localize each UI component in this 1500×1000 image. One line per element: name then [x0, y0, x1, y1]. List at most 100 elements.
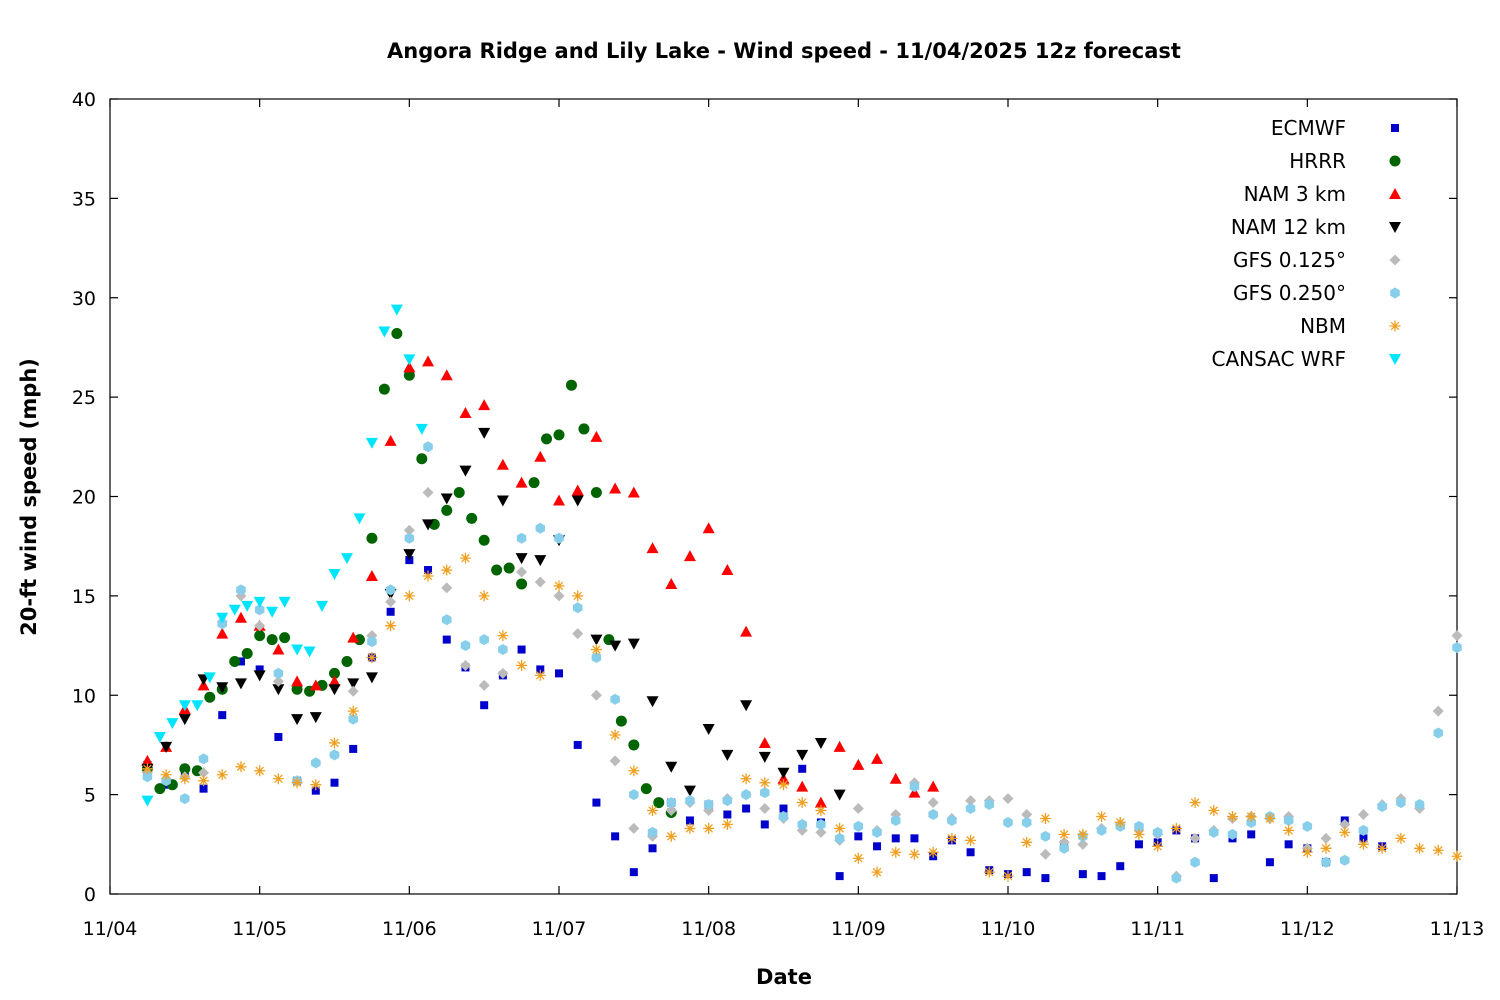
data-point	[328, 675, 341, 687]
data-point	[1339, 826, 1351, 838]
data-point	[198, 775, 210, 787]
data-point	[721, 564, 734, 576]
data-point	[340, 553, 353, 565]
data-point	[353, 513, 366, 525]
data-point	[218, 711, 227, 720]
series-group	[141, 328, 677, 819]
data-point	[1302, 820, 1313, 832]
data-point	[1189, 832, 1201, 844]
data-point	[459, 465, 472, 477]
data-point	[459, 659, 471, 671]
legend-marker	[1389, 354, 1401, 365]
data-point	[365, 570, 378, 581]
data-point	[1414, 842, 1426, 854]
data-point	[1451, 630, 1463, 642]
data-point	[759, 803, 771, 815]
data-point	[255, 665, 264, 674]
data-point	[391, 328, 403, 340]
data-point	[478, 427, 491, 439]
data-point	[142, 771, 153, 783]
x-tick-label: 11/05	[232, 918, 287, 940]
data-point	[1320, 832, 1332, 844]
data-point	[278, 596, 291, 608]
legend-marker	[1389, 222, 1401, 233]
y-tick-label: 40	[72, 89, 96, 111]
legend-label: NAM 12 km	[1231, 215, 1346, 239]
data-point	[590, 689, 602, 701]
data-point	[1321, 856, 1331, 868]
data-point	[347, 685, 359, 697]
data-point	[815, 805, 827, 817]
data-point	[703, 799, 714, 811]
data-point	[311, 786, 320, 795]
data-point	[349, 744, 358, 753]
data-point	[1339, 854, 1350, 866]
data-point	[404, 532, 415, 544]
data-point	[1059, 842, 1069, 854]
data-point	[966, 848, 975, 857]
data-point	[555, 669, 563, 678]
data-point	[254, 765, 266, 777]
data-point	[536, 665, 545, 674]
x-tick-label: 11/11	[1130, 918, 1185, 940]
data-point	[684, 822, 696, 834]
data-point	[390, 304, 403, 316]
data-point	[1339, 818, 1351, 830]
data-point	[740, 625, 753, 637]
data-point	[553, 429, 565, 441]
data-point	[628, 822, 640, 834]
data-point	[403, 549, 416, 561]
data-point	[778, 810, 789, 822]
data-point	[516, 532, 527, 544]
data-point	[291, 777, 303, 789]
data-point	[386, 607, 395, 616]
data-point	[441, 614, 452, 626]
x-tick-label: 11/12	[1280, 918, 1335, 940]
data-point	[779, 804, 788, 813]
data-point	[329, 737, 340, 749]
data-point	[366, 532, 378, 544]
legend-marker	[1389, 320, 1401, 332]
data-point	[365, 672, 378, 684]
data-point	[796, 797, 808, 809]
data-point	[153, 731, 166, 743]
data-point	[385, 596, 397, 608]
data-point	[891, 834, 900, 843]
data-point	[798, 764, 807, 773]
data-point	[648, 844, 657, 853]
data-point	[272, 773, 284, 785]
series-group	[141, 552, 1463, 882]
data-point	[1133, 828, 1145, 840]
data-point	[442, 635, 451, 644]
data-point	[1357, 838, 1369, 850]
data-point	[1116, 862, 1125, 871]
y-tick-label: 20	[72, 487, 96, 509]
series-group	[142, 441, 1462, 884]
data-point	[646, 542, 659, 554]
data-point	[516, 659, 528, 671]
data-point	[1077, 828, 1089, 840]
y-axis-ticks: 0 5 10 15 20 25 30 35 40	[72, 89, 1457, 906]
data-point	[890, 846, 902, 858]
data-point	[609, 755, 621, 767]
data-point	[1376, 842, 1388, 854]
data-point	[422, 355, 435, 367]
data-point	[378, 326, 391, 338]
legend-marker	[1389, 254, 1401, 266]
data-point	[534, 450, 547, 462]
y-tick-label: 15	[72, 586, 96, 608]
data-point	[1227, 828, 1238, 840]
data-point	[814, 737, 827, 749]
data-point	[365, 437, 378, 449]
data-point	[796, 780, 809, 792]
data-point	[141, 763, 153, 775]
data-point	[179, 773, 191, 785]
legend-label: NAM 3 km	[1244, 182, 1346, 206]
data-point	[199, 784, 208, 793]
data-point	[366, 651, 378, 663]
data-point	[384, 434, 397, 446]
data-point	[491, 564, 503, 576]
data-point	[497, 630, 509, 642]
data-point	[528, 477, 540, 489]
data-point	[889, 772, 902, 784]
